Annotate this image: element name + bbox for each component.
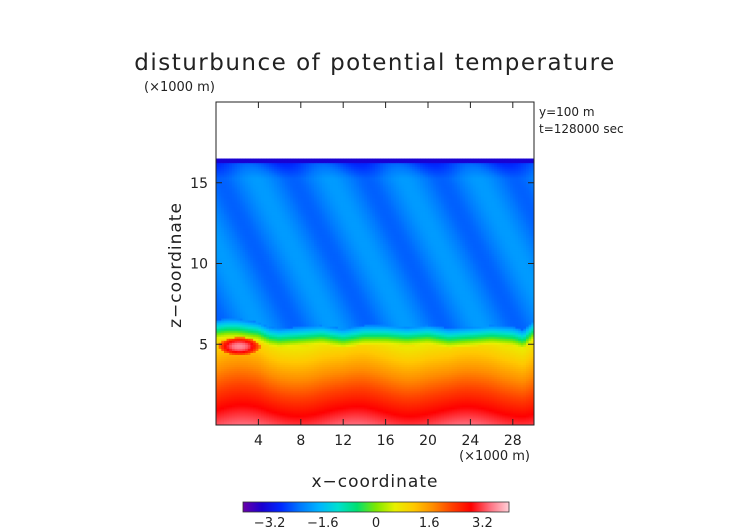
chart-title: disturbunce of potential temperature (134, 50, 616, 76)
y-unit-label: (×1000 m) (144, 80, 215, 95)
annotation-y: y=100 m (539, 105, 595, 119)
heatmap-plot-area (216, 159, 535, 426)
annotation-t: t=128000 sec (539, 122, 624, 136)
